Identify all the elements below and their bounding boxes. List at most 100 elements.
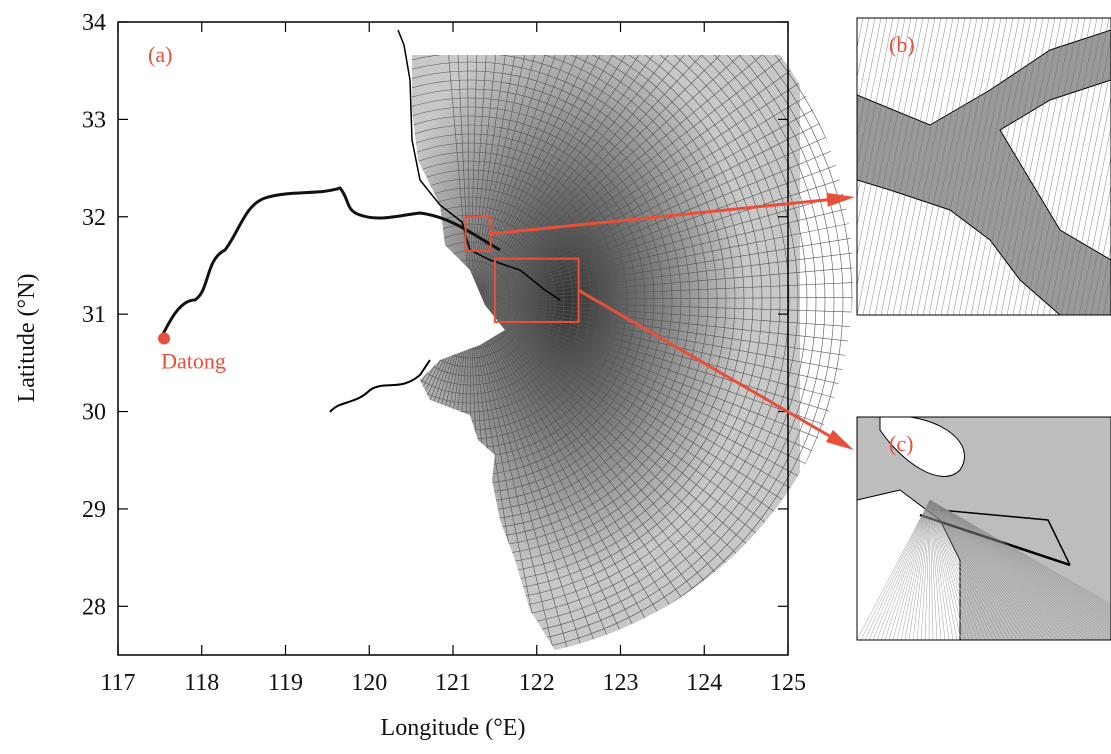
- mesh-line: [412, 299, 471, 543]
- mesh-line: [857, 18, 918, 315]
- mesh-line: [469, 55, 515, 301]
- mesh-line: [929, 499, 942, 640]
- mesh-line: [469, 299, 786, 578]
- x-tick-label: 121: [435, 670, 471, 696]
- mesh-line: [892, 499, 931, 640]
- mesh-line: [929, 499, 1030, 640]
- mesh-line: [929, 499, 946, 640]
- mesh-line: [929, 499, 1111, 605]
- mesh-line: [469, 248, 854, 301]
- mesh-line: [469, 55, 531, 301]
- mesh-line: [412, 55, 853, 650]
- mesh-line: [929, 499, 1066, 640]
- mesh-line: [860, 499, 931, 640]
- station-marker: [158, 332, 171, 345]
- x-tick-label: 124: [686, 670, 722, 696]
- mesh-line: [929, 499, 1111, 614]
- mesh-line: [469, 299, 764, 602]
- mesh-line: [929, 499, 954, 640]
- mesh-line: [469, 55, 747, 301]
- mesh-line: [412, 299, 471, 443]
- mesh-line: [864, 499, 931, 640]
- mesh-line: [857, 18, 888, 168]
- mesh-line: [469, 280, 854, 301]
- mesh-line: [880, 499, 931, 640]
- mesh-line: [469, 299, 841, 499]
- mesh-line: [412, 299, 471, 412]
- mesh-line: [929, 499, 986, 640]
- mesh-line: [412, 299, 471, 381]
- mesh-line: [469, 110, 846, 301]
- mesh-line: [469, 55, 499, 301]
- mesh-line: [412, 299, 471, 488]
- mesh-line: [888, 499, 931, 640]
- mesh-line: [868, 18, 930, 315]
- mesh-line: [1066, 96, 1111, 315]
- mesh-line: [469, 299, 854, 378]
- mesh-line: [1084, 185, 1111, 315]
- y-tick-label: 30: [82, 400, 106, 426]
- mesh-line: [929, 499, 1111, 607]
- mesh-line: [857, 18, 900, 227]
- mesh-line: [469, 299, 568, 650]
- mesh-line: [857, 18, 876, 109]
- mesh-line: [412, 299, 471, 615]
- mesh-line: [929, 499, 950, 640]
- mesh-line: [862, 18, 924, 315]
- mesh-line: [469, 55, 709, 301]
- mesh-line: [469, 299, 599, 650]
- mesh-line: [412, 299, 471, 592]
- mesh-line: [469, 299, 727, 633]
- mesh-line: [1006, 18, 1068, 315]
- mesh-line: [412, 299, 471, 650]
- mesh-line: [929, 499, 994, 640]
- mesh-line: [929, 499, 1111, 628]
- mesh-line: [469, 299, 584, 650]
- mesh-line: [929, 499, 1111, 626]
- mesh-line: [929, 499, 1042, 640]
- mesh-line: [868, 499, 931, 640]
- mesh-line: [880, 18, 942, 315]
- mesh-line: [469, 55, 696, 301]
- mesh-line: [929, 499, 1111, 609]
- mesh-line: [929, 499, 1034, 640]
- mesh-line: [412, 299, 471, 625]
- mesh-line: [469, 299, 854, 440]
- mesh-line: [469, 185, 854, 301]
- x-tick-label: 117: [100, 670, 135, 696]
- mesh-line: [469, 55, 639, 301]
- mesh-line: [1036, 18, 1098, 315]
- mesh-line: [412, 299, 471, 650]
- y-tick-label: 34: [82, 10, 106, 36]
- mesh-line: [1018, 18, 1080, 315]
- mesh-line: [929, 499, 1074, 640]
- mesh-line: [412, 299, 471, 650]
- mesh-line: [469, 299, 854, 409]
- mesh-line: [469, 55, 735, 301]
- mesh-line: [469, 55, 771, 301]
- inset-c-content: [857, 417, 1111, 640]
- coastline: [397, 29, 561, 301]
- mesh-line: [929, 499, 1038, 640]
- mesh-line: [412, 299, 471, 365]
- mesh-line: [929, 499, 1058, 640]
- mesh-line: [929, 499, 1090, 640]
- mesh-line: [929, 499, 1086, 640]
- mesh-line: [469, 55, 759, 301]
- mesh-line: [469, 232, 854, 301]
- river: [329, 359, 431, 413]
- panel-label: (a): [148, 42, 172, 67]
- y-tick-label: 33: [82, 107, 106, 133]
- panel-label: (c): [889, 431, 913, 456]
- mesh-line: [469, 154, 854, 301]
- mesh-line: [876, 499, 931, 640]
- mesh-line: [934, 18, 996, 315]
- x-tick-label: 119: [268, 670, 303, 696]
- mesh-line: [469, 55, 792, 301]
- mesh-line: [908, 499, 931, 640]
- y-tick-label: 28: [82, 594, 106, 620]
- mesh-line: [412, 299, 471, 502]
- mesh-line: [412, 299, 471, 473]
- mesh-line: [412, 299, 471, 650]
